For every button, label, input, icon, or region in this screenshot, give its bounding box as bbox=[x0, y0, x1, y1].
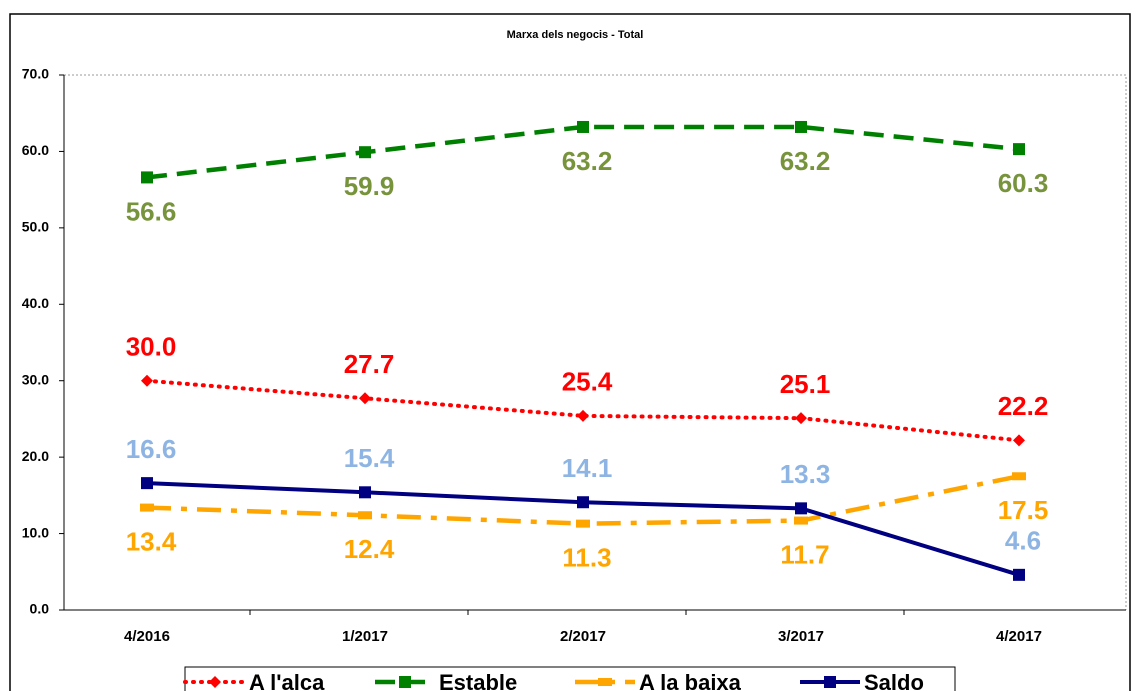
data-label: 25.4 bbox=[562, 367, 613, 397]
data-label: 60.3 bbox=[998, 168, 1049, 198]
marker bbox=[140, 503, 154, 512]
legend-label: Saldo bbox=[864, 670, 924, 691]
marker bbox=[795, 412, 807, 425]
data-label: 16.6 bbox=[126, 434, 177, 464]
marker bbox=[598, 678, 612, 686]
data-label: 63.2 bbox=[780, 146, 831, 176]
data-label: 59.9 bbox=[344, 171, 395, 201]
marker bbox=[359, 486, 371, 499]
data-label: 11.7 bbox=[780, 539, 829, 569]
series-line bbox=[145, 378, 1021, 443]
data-label: 13.3 bbox=[780, 459, 831, 489]
data-label: 15.4 bbox=[344, 443, 395, 473]
marker bbox=[358, 511, 372, 520]
x-tick-label: 2/2017 bbox=[560, 628, 606, 645]
marker bbox=[1013, 434, 1025, 447]
y-tick-label: 20.0 bbox=[22, 448, 49, 464]
marker bbox=[1013, 568, 1025, 581]
marker bbox=[577, 120, 589, 133]
marker bbox=[359, 392, 371, 405]
marker bbox=[1012, 472, 1026, 481]
data-label: 25.1 bbox=[780, 369, 831, 399]
x-tick-label: 1/2017 bbox=[342, 628, 388, 645]
y-tick-label: 40.0 bbox=[22, 295, 49, 311]
marker bbox=[141, 477, 153, 490]
y-tick-label: 30.0 bbox=[22, 371, 49, 387]
marker bbox=[577, 496, 589, 509]
legend-label: A la baixa bbox=[639, 670, 742, 691]
data-label: 17.5 bbox=[998, 495, 1049, 525]
marker bbox=[399, 676, 411, 688]
marker bbox=[209, 676, 221, 688]
data-label: 14.1 bbox=[562, 453, 613, 483]
y-tick-label: 10.0 bbox=[22, 524, 49, 540]
marker bbox=[795, 502, 807, 515]
x-tick-label: 4/2016 bbox=[124, 628, 170, 645]
marker bbox=[576, 519, 590, 528]
data-label: 11.3 bbox=[562, 543, 611, 573]
data-label: 56.6 bbox=[126, 196, 177, 226]
y-tick-label: 60.0 bbox=[22, 142, 49, 158]
x-tick-label: 4/2017 bbox=[996, 628, 1042, 645]
data-label: 63.2 bbox=[562, 146, 613, 176]
marker bbox=[577, 409, 589, 422]
legend-label: Estable bbox=[439, 670, 517, 691]
data-label: 4.6 bbox=[1005, 526, 1041, 556]
data-label: 30.0 bbox=[126, 332, 177, 362]
marker bbox=[1013, 143, 1025, 156]
data-label: 13.4 bbox=[126, 526, 177, 556]
chart-title: Marxa dels negocis - Total bbox=[507, 29, 644, 41]
y-tick-label: 0.0 bbox=[30, 601, 50, 617]
marker bbox=[141, 171, 153, 184]
y-tick-label: 50.0 bbox=[22, 219, 49, 235]
y-tick-label: 70.0 bbox=[22, 66, 49, 82]
x-tick-label: 3/2017 bbox=[778, 628, 824, 645]
marker bbox=[359, 146, 371, 159]
legend-label: A l'alca bbox=[249, 670, 325, 691]
marker bbox=[794, 516, 808, 525]
data-label: 12.4 bbox=[344, 534, 395, 564]
data-label: 27.7 bbox=[344, 349, 395, 379]
marker bbox=[795, 120, 807, 133]
marker bbox=[824, 676, 836, 688]
chart-frame bbox=[9, 13, 1131, 691]
data-label: 22.2 bbox=[998, 391, 1049, 421]
plot-border bbox=[64, 74, 1127, 610]
marker bbox=[141, 374, 153, 387]
